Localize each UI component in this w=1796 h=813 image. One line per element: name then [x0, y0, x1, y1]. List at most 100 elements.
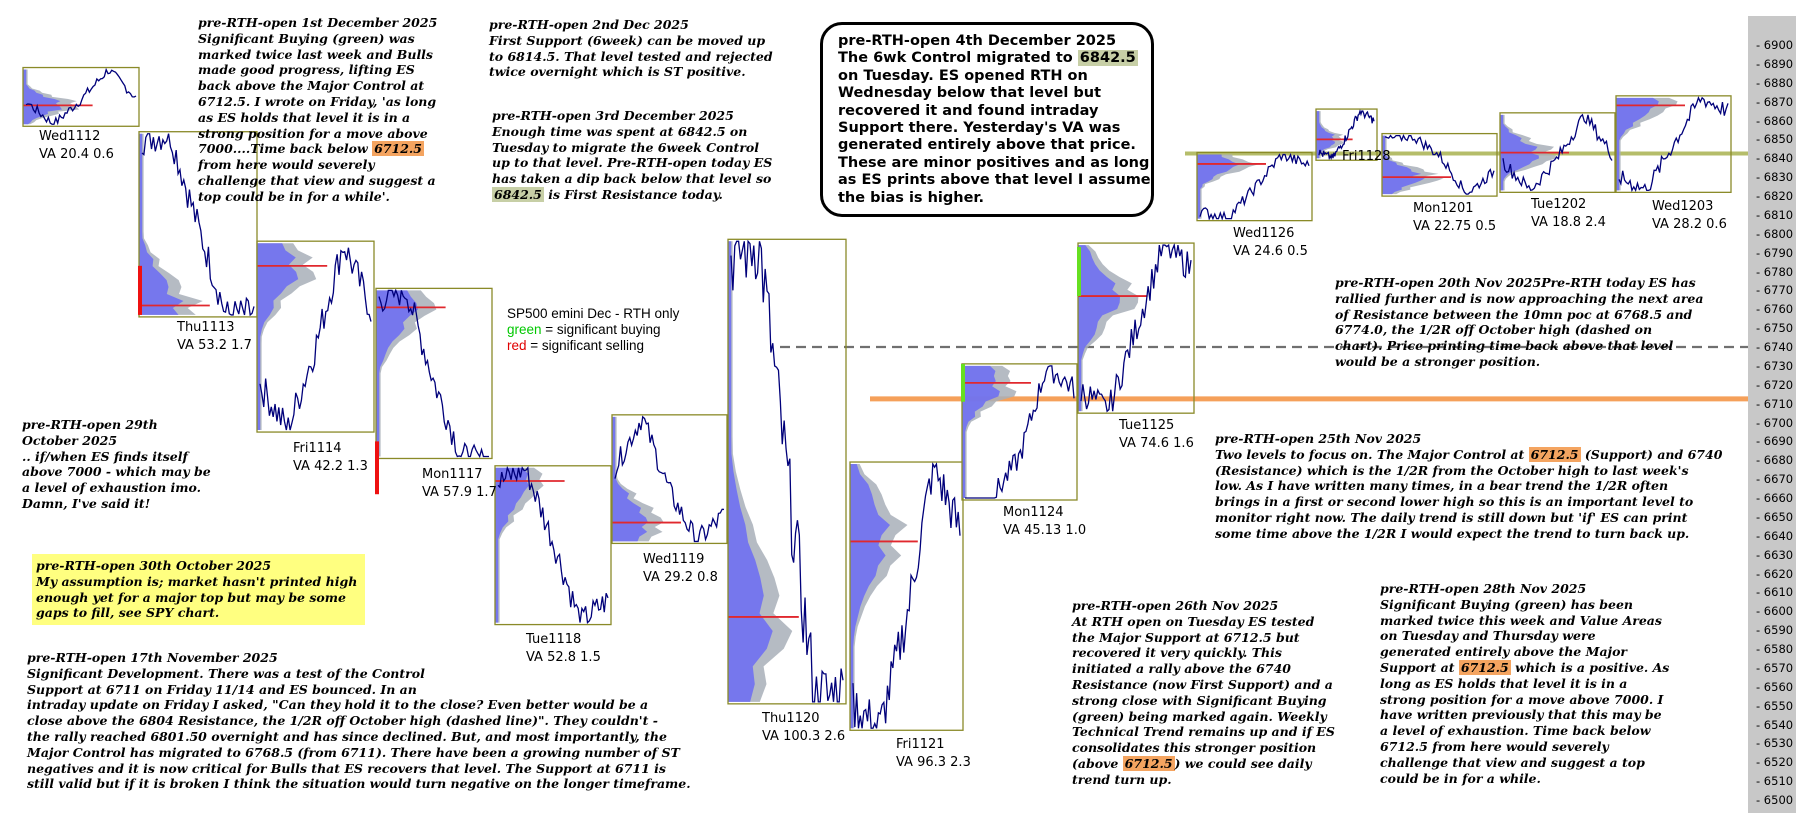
y-tick: - 6810: [1756, 207, 1794, 222]
note-dec1-highlight: 6712.5: [372, 141, 424, 157]
session-tue1202: [1499, 112, 1616, 193]
session-box: [1196, 151, 1313, 222]
price-line: [1199, 152, 1310, 221]
note-nov28-highlight: 6712.5: [1458, 659, 1511, 675]
note-oct30-title: pre-RTH-open 30th October 2025: [36, 558, 272, 573]
note-nov25-title: pre-RTH-open 25th Nov 2025: [1215, 431, 1422, 446]
note-nov17-title: pre-RTH-open 17th November 2025: [27, 650, 278, 665]
note-dec1: pre-RTH-open 1st December 2025 Significan…: [198, 15, 437, 205]
session-thu1113: [138, 131, 258, 318]
note-nov17: pre-RTH-open 17th November 2025 Significa…: [27, 650, 691, 792]
y-tick: - 6800: [1756, 226, 1794, 241]
y-tick: - 6900: [1756, 38, 1794, 52]
volume-profile: [1078, 245, 1121, 412]
price-axis[interactable]: [1748, 16, 1796, 813]
note-nov17-body: Significant Development. There was a tes…: [27, 665, 691, 792]
y-tick: - 6670: [1756, 472, 1794, 487]
y-tick: - 6820: [1756, 189, 1794, 203]
price-line: [259, 247, 372, 431]
note-dec3-title: pre-RTH-open 3rd December 2025: [492, 108, 734, 123]
note-nov25-highlight: 6712.5: [1528, 446, 1581, 462]
note-oct29-title: pre-RTH-open 29th October 2025: [22, 417, 158, 448]
note-nov26-body-b: ) we could see daily trend turn up.: [1072, 755, 1312, 787]
y-tick: - 6850: [1756, 132, 1794, 147]
note-dec3-tail: is First Resistance today.: [543, 186, 723, 202]
day-label: Thu1120: [762, 710, 820, 726]
session-box: [1315, 108, 1378, 161]
legend-red-entry: red = significant selling: [507, 338, 679, 354]
session-wed1126: [1196, 151, 1313, 222]
va-label: VA 24.6 0.5: [1233, 243, 1308, 259]
y-tick: - 6630: [1756, 547, 1794, 562]
session-mon1201: [1381, 132, 1498, 197]
note-nov28-body-a: Significant Buying (green) has been mark…: [1380, 596, 1662, 675]
session-tue1118: [494, 465, 612, 626]
note-dec4-highlight: 6842.5: [1077, 50, 1138, 67]
y-tick: - 6540: [1756, 717, 1794, 732]
note-dec1-title: pre-RTH-open 1st December 2025: [198, 15, 438, 30]
note-nov26-title: pre-RTH-open 26th Nov 2025: [1072, 598, 1279, 613]
session-box: [256, 240, 375, 433]
note-nov26: pre-RTH-open 26th Nov 2025 At RTH open on…: [1072, 598, 1335, 788]
note-dec4-body-a: The 6wk Control migrated to: [838, 50, 1078, 67]
session-fri1128: [1315, 108, 1378, 161]
session-box: [1077, 242, 1195, 414]
price-line: [497, 465, 609, 624]
note-dec3-body: Enough time was spent at 6842.5 on Tuesd…: [492, 123, 773, 187]
y-tick: - 6830: [1756, 170, 1794, 185]
day-label: Mon1124: [1003, 505, 1064, 520]
y-tick: - 6530: [1756, 736, 1794, 751]
note-dec4-body-b: on Tuesday. ES opened RTH on Wednesday b…: [838, 67, 1151, 206]
note-nov25: pre-RTH-open 25th Nov 2025 Two levels to …: [1215, 431, 1722, 542]
session-tue1125: [1077, 242, 1195, 414]
note-nov25-body-b: (Support) and 6740 (Resistance) which is…: [1215, 446, 1723, 541]
session-profiles: [22, 66, 1732, 731]
y-tick: - 6650: [1756, 509, 1794, 524]
volume-profile: [1197, 154, 1240, 219]
va-label: VA 74.6 1.6: [1119, 436, 1194, 452]
price-line: [852, 461, 961, 729]
price-line: [1080, 242, 1192, 413]
y-tick: - 6880: [1756, 75, 1794, 90]
instrument-label: SP500 emini Dec - RTH only: [507, 306, 680, 321]
y-tick: - 6620: [1756, 566, 1794, 581]
note-dec1-body-a: Significant Buying (green) was marked tw…: [198, 30, 437, 157]
legend-red-word: red: [507, 338, 527, 353]
note-dec2-title: pre-RTH-open 2nd Dec 2025: [489, 17, 689, 32]
y-tick: - 6770: [1756, 283, 1794, 298]
price-line: [1502, 113, 1613, 192]
va-label: VA 29.2 0.8: [643, 570, 718, 586]
day-label: Thu1113: [177, 319, 235, 335]
note-nov28: pre-RTH-open 28th Nov 2025 Significant Bu…: [1380, 581, 1669, 786]
day-label: Mon1201: [1413, 201, 1474, 217]
y-tick: - 6760: [1756, 302, 1794, 317]
y-tick: - 6720: [1756, 377, 1794, 392]
price-line: [730, 239, 844, 703]
note-nov28-title: pre-RTH-open 28th Nov 2025: [1380, 581, 1587, 596]
session-wed1119: [611, 414, 728, 545]
legend-red-text: = significant selling: [526, 338, 644, 353]
volume-profile: [1616, 97, 1659, 191]
y-tick: - 6790: [1756, 245, 1794, 260]
note-dec4-title: pre-RTH-open 4th December 2025: [838, 33, 1117, 49]
va-label: VA 45.13 1.0: [1003, 523, 1087, 538]
session-wed1203: [1615, 95, 1732, 193]
note-oct29: pre-RTH-open 29th October 2025.. if/when…: [22, 417, 211, 512]
day-label: Wed1203: [1652, 199, 1714, 215]
volume-profile: [257, 243, 299, 431]
day-label: Mon1117: [422, 467, 483, 483]
va-label: VA 100.3 2.6: [762, 728, 846, 744]
volume-profile: [495, 467, 529, 623]
chart-legend: SP500 emini Dec - RTH only green = signi…: [507, 306, 679, 354]
day-label: Fri1121: [896, 737, 945, 753]
session-box: [849, 461, 964, 731]
y-tick: - 6640: [1756, 528, 1794, 543]
session-wed1112: [22, 66, 140, 127]
note-nov25-body-a: Two levels to focus on. The Major Contro…: [1215, 446, 1529, 462]
note-nov20-title: pre-RTH-open 20th Nov 2025: [1335, 275, 1542, 290]
legend-green-entry: green = significant buying: [507, 322, 679, 338]
legend-green-text: = significant buying: [541, 322, 661, 337]
volume-profile: [1316, 111, 1336, 159]
y-tick: - 6680: [1756, 453, 1794, 468]
